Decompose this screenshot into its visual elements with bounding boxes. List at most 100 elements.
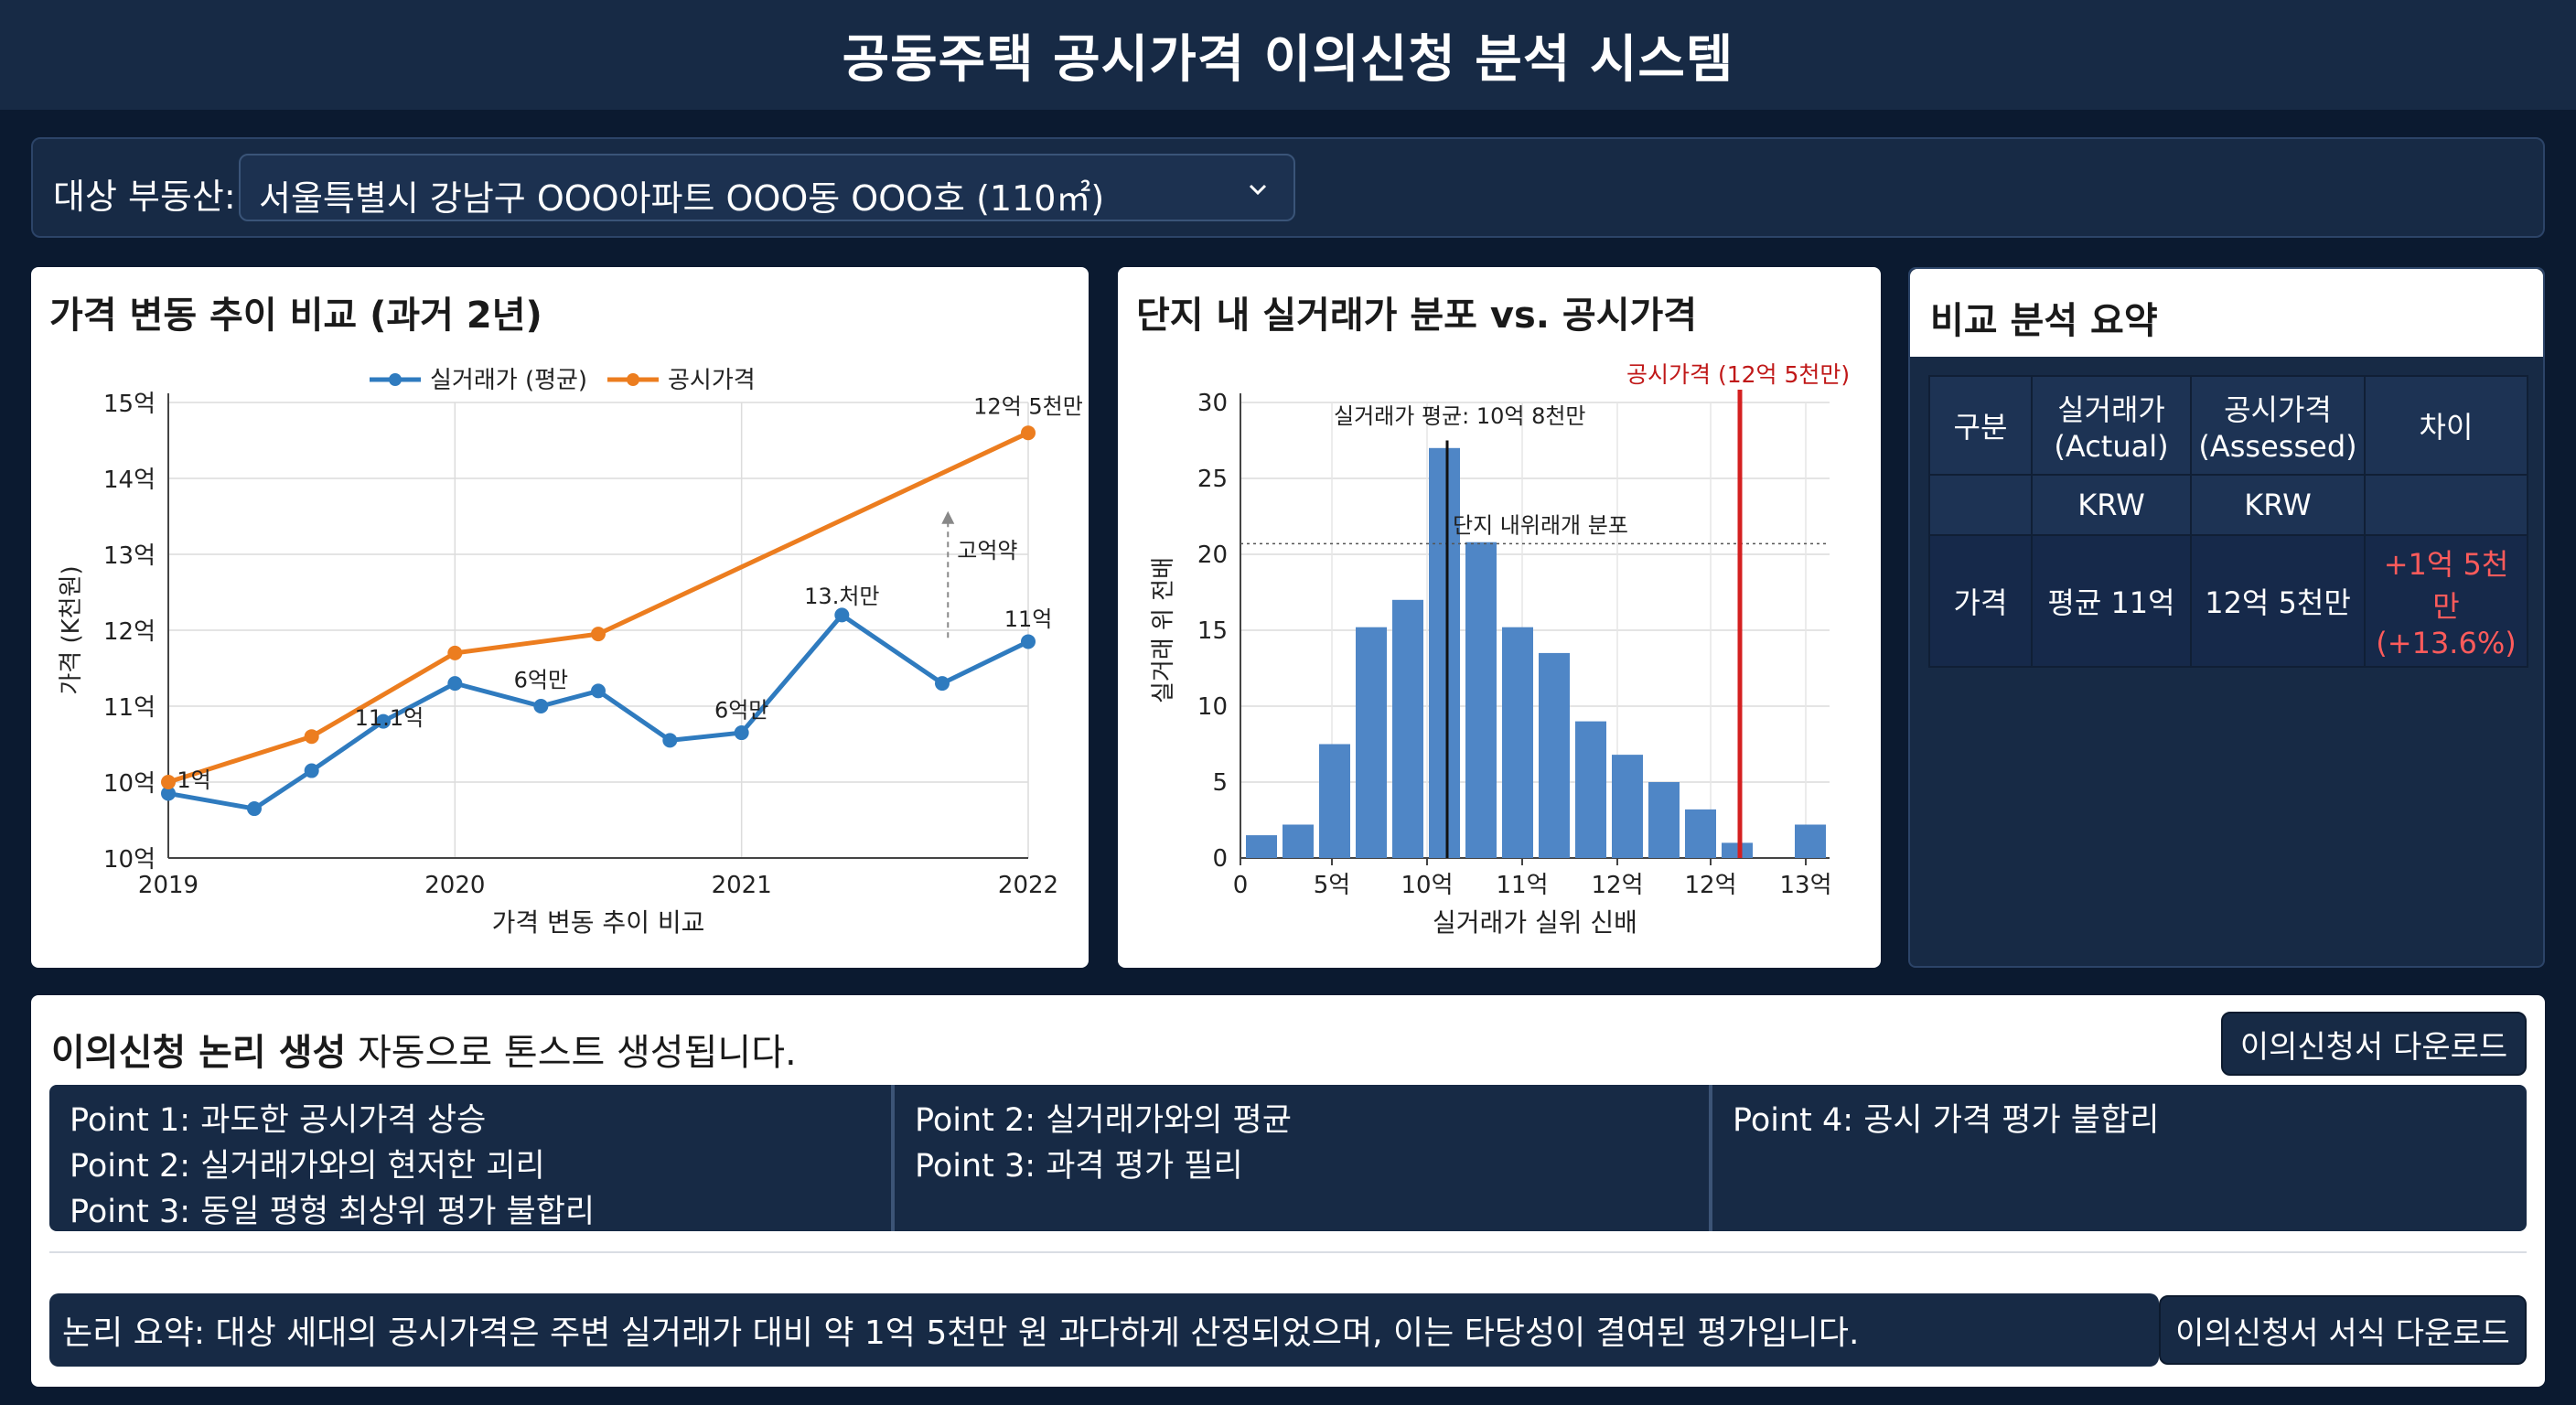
legend-label: 실거래가 (평균) bbox=[430, 367, 587, 394]
property-dropdown[interactable]: 서울특별시 강남구 OOO아파트 OOO동 OOO호 (110㎡) bbox=[239, 154, 1295, 221]
unit-cell: KRW bbox=[2190, 474, 2366, 536]
histogram-bar bbox=[1356, 627, 1387, 858]
y-tick-label: 11억 bbox=[103, 694, 156, 722]
summary-unit-row: KRW KRW bbox=[1928, 474, 2528, 536]
data-point bbox=[591, 627, 606, 642]
data-label: 11억 bbox=[1004, 606, 1053, 632]
summary-header: 비교 분석 요약 bbox=[1910, 269, 2543, 357]
y-tick-label: 0 bbox=[1212, 845, 1228, 873]
x-tick-label: 2022 bbox=[998, 872, 1058, 899]
point-column-1: Point 1: 과도한 공시가격 상승 Point 2: 실거래가와의 현저한… bbox=[49, 1085, 895, 1231]
mean-label: 실거래가 평균: 10억 8천만 bbox=[1334, 403, 1586, 429]
diff-value: +1억 5천만 (+13.6%) bbox=[2364, 534, 2528, 668]
point-item: Point 3: 과격 평가 필리 bbox=[915, 1148, 1243, 1185]
property-value: 서울특별시 강남구 OOO아파트 OOO동 OOO호 (110㎡) bbox=[259, 178, 1105, 219]
data-point bbox=[376, 713, 391, 729]
data-label: 6억만 bbox=[714, 697, 768, 723]
logic-title: 이의신청 논리 생성 자동으로 톤스트 생성됩니다. bbox=[51, 1032, 797, 1074]
series-line bbox=[167, 612, 1030, 811]
series-line bbox=[167, 430, 1030, 785]
x-tick-label: 5억 bbox=[1314, 872, 1350, 899]
y-tick-label: 15 bbox=[1197, 617, 1228, 645]
data-label: 12억 5천만 bbox=[973, 393, 1083, 419]
unit-cell: KRW bbox=[2031, 474, 2192, 536]
data-label: 11.1억 bbox=[355, 705, 424, 731]
summary-title: 비교 분석 요약 bbox=[1930, 300, 2158, 342]
y-tick-label: 10억 bbox=[103, 770, 156, 798]
header-cell-diff: 차이 bbox=[2364, 375, 2528, 476]
histogram-bar bbox=[1685, 809, 1716, 858]
y-tick-label: 10 bbox=[1197, 693, 1228, 721]
x-tick-label: 0 bbox=[1233, 872, 1249, 899]
data-point bbox=[247, 801, 262, 817]
histogram-bar bbox=[1648, 782, 1680, 858]
data-point bbox=[935, 676, 950, 692]
trend-chart-title: 가격 변동 추이 비교 (과거 2년) bbox=[49, 295, 542, 337]
x-tick-label: 2021 bbox=[712, 872, 772, 899]
x-tick-label: 2020 bbox=[424, 872, 485, 899]
point-item: Point 2: 실거래가와의 현저한 괴리 bbox=[70, 1148, 545, 1185]
histogram-panel: 단지 내 실거래가 분포 vs. 공시가격 0 5 10 15 20 25 30 0 5억 10억… bbox=[1118, 267, 1881, 968]
data-point bbox=[304, 729, 319, 745]
data-point bbox=[304, 763, 319, 778]
data-point bbox=[591, 683, 606, 699]
data-point bbox=[834, 607, 850, 623]
x-tick-label: 11억 bbox=[1496, 872, 1548, 899]
legend-marker bbox=[627, 373, 639, 386]
x-tick-label: 13억 bbox=[1779, 872, 1831, 899]
summary-table: 구분 실거래가 (Actual) 공시가격 (Assessed) 차이 KRW KR… bbox=[1928, 375, 2528, 668]
row-label: 가격 bbox=[1928, 534, 2033, 668]
download-appeal-button[interactable]: 이의신청서 다운로드 bbox=[2221, 1012, 2527, 1076]
data-label: 1억 bbox=[177, 767, 210, 793]
gap-arrow-head bbox=[941, 510, 955, 524]
header-cell-actual: 실거래가 (Actual) bbox=[2031, 375, 2192, 476]
summary-price-row: 가격 평균 11억 12억 5천만 +1억 5천만 (+13.6%) bbox=[1928, 534, 2528, 668]
y-axis-label: 실거래 위 전배 bbox=[1150, 557, 1177, 703]
x-axis-label: 실거래가 실위 신배 bbox=[1433, 907, 1637, 938]
data-point bbox=[662, 733, 678, 748]
x-tick-label: 2019 bbox=[138, 872, 199, 899]
histogram-bar bbox=[1283, 824, 1314, 858]
gap-label: 고억약 bbox=[957, 538, 1017, 563]
histogram-bar bbox=[1246, 835, 1277, 858]
header-cell-assessed: 공시가격 (Assessed) bbox=[2190, 375, 2366, 476]
histogram-bar bbox=[1319, 744, 1350, 858]
divider bbox=[49, 1251, 2527, 1253]
histogram-bar bbox=[1722, 842, 1753, 858]
download-form-button[interactable]: 이의신청서 서식 다운로드 bbox=[2159, 1295, 2527, 1365]
y-tick-label: 20 bbox=[1197, 542, 1228, 569]
data-point bbox=[161, 775, 176, 789]
point-column-2: Point 2: 실거래가와의 평균 Point 3: 과격 평가 필리 bbox=[895, 1085, 1712, 1231]
y-tick-label: 14억 bbox=[103, 467, 156, 494]
summary-header-row: 구분 실거래가 (Actual) 공시가격 (Assessed) 차이 bbox=[1928, 375, 2528, 476]
actual-value: 평균 11억 bbox=[2031, 534, 2192, 668]
y-tick-label: 30 bbox=[1197, 390, 1228, 417]
app-title: 공동주택 공시가격 이의신청 분석 시스템 bbox=[842, 29, 1734, 90]
histogram-title: 단지 내 실거래가 분포 vs. 공시가격 bbox=[1136, 295, 1698, 337]
point-item: Point 4: 공시 가격 평가 불합리 bbox=[1733, 1102, 2160, 1139]
x-tick-label: 12억 bbox=[1684, 872, 1736, 899]
histogram-bar bbox=[1575, 721, 1606, 858]
y-tick-label: 12억 bbox=[103, 618, 156, 646]
property-selector-bar: 대상 부동산: 서울특별시 강남구 OOO아파트 OOO동 OOO호 (110㎡… bbox=[31, 137, 2545, 238]
assessed-label: 공시가격 (12억 5천만) bbox=[1626, 361, 1850, 388]
y-tick-label: 13억 bbox=[103, 542, 156, 570]
y-tick-label: 15억 bbox=[103, 391, 156, 418]
data-label: 6억만 bbox=[514, 667, 568, 692]
trend-chart: 10억 10억 11억 12억 13억 14억 15억 2019 2020 2021 2022 가격 … bbox=[58, 367, 1083, 938]
point-column-3: Point 4: 공시 가격 평가 불합리 bbox=[1712, 1085, 2527, 1231]
data-label: 13.처만 bbox=[804, 584, 879, 609]
data-point bbox=[533, 699, 549, 713]
y-tick-label: 10억 bbox=[103, 846, 156, 874]
histogram-chart: 0 5 10 15 20 25 30 0 5억 10억 11억 12억 12억 13억 단지 내위래개 분포… bbox=[1150, 361, 1850, 938]
y-axis-label: 가격 (K천원) bbox=[58, 565, 85, 694]
histogram-bar bbox=[1502, 627, 1533, 858]
histogram-bar bbox=[1539, 652, 1570, 858]
property-label: 대상 부동산: bbox=[53, 177, 236, 217]
histogram-bar bbox=[1465, 542, 1497, 858]
histogram-bar bbox=[1392, 599, 1423, 858]
data-point bbox=[447, 645, 463, 660]
unit-cell bbox=[2364, 474, 2528, 536]
summary-panel: 비교 분석 요약 구분 실거래가 (Actual) 공시가격 (Assessed) … bbox=[1908, 267, 2545, 968]
data-point bbox=[1021, 425, 1036, 441]
